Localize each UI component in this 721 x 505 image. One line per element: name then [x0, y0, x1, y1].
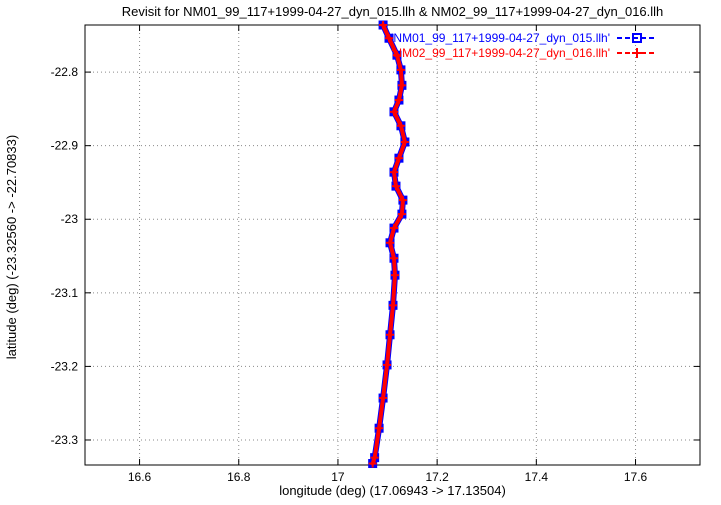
svg-text:-23: -23 [61, 212, 79, 226]
legend-sample-series2-icon [617, 48, 657, 58]
svg-text:17.4: 17.4 [525, 470, 549, 484]
svg-text:17.2: 17.2 [425, 470, 449, 484]
x-axis-label: longitude (deg) (17.06943 -> 17.13504) [279, 483, 506, 498]
svg-text:16.8: 16.8 [227, 470, 251, 484]
svg-text:-22.8: -22.8 [51, 65, 79, 79]
legend: 'NM01_99_117+1999-04-27_dyn_015.llh' 'NM… [391, 31, 658, 60]
svg-text:17.6: 17.6 [624, 470, 648, 484]
svg-text:-23.2: -23.2 [51, 359, 79, 373]
legend-entry-series2: 'NM02_99_117+1999-04-27_dyn_016.llh' [391, 46, 658, 60]
legend-label-series1: 'NM01_99_117+1999-04-27_dyn_015.llh' [391, 31, 610, 45]
svg-text:-22.9: -22.9 [51, 139, 79, 153]
y-axis-label: latitude (deg) (-23.32560 -> -22.70833) [4, 134, 19, 360]
legend-entry-series1: 'NM01_99_117+1999-04-27_dyn_015.llh' [391, 31, 658, 45]
legend-label-series2: 'NM02_99_117+1999-04-27_dyn_016.llh' [391, 46, 610, 60]
chart-title: Revisit for NM01_99_117+1999-04-27_dyn_0… [121, 4, 664, 19]
svg-text:16.6: 16.6 [128, 470, 152, 484]
legend-sample-series1-icon [617, 33, 657, 43]
svg-text:-23.3: -23.3 [51, 433, 79, 447]
svg-text:-23.1: -23.1 [51, 286, 79, 300]
svg-text:17: 17 [331, 470, 345, 484]
